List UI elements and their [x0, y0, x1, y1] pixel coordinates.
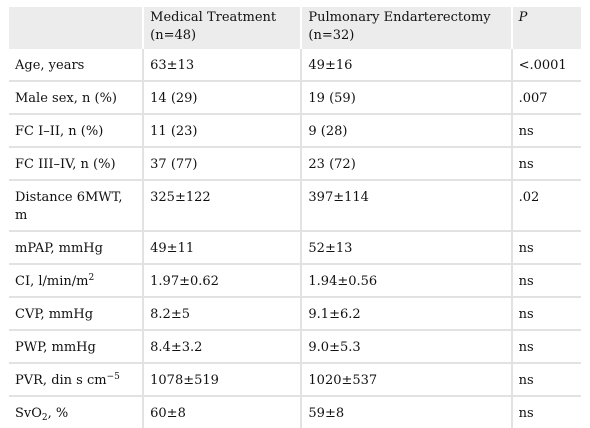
row-label: Male sex, n (%) — [15, 91, 118, 106]
medical-value: 37 (77) — [142, 147, 302, 180]
row-label: Age, years — [15, 58, 85, 73]
medical-value: 8.2±5 — [142, 297, 302, 330]
p-value: ns — [510, 297, 581, 330]
table-row: FC III–IV, n (%) 37 (77) 23 (72) ns — [9, 147, 581, 180]
p-value: ns — [510, 396, 581, 428]
p-value: .02 — [510, 180, 581, 231]
row-label-line2: m — [15, 208, 28, 223]
table-header-row: Medical Treatment (n=48) Pulmonary Endar… — [9, 7, 581, 49]
header-pea-label: Pulmonary Endarterectomy — [308, 10, 491, 25]
medical-value: 8.4±3.2 — [142, 330, 302, 363]
pea-value: 1.94±0.56 — [300, 264, 512, 297]
pea-value: 52±13 — [300, 231, 512, 264]
pea-value: 49±16 — [300, 49, 512, 81]
medical-value: 325±122 — [142, 180, 302, 231]
p-value: ns — [510, 363, 581, 396]
row-label: CVP, mmHg — [15, 307, 94, 322]
pea-value: 9.1±6.2 — [300, 297, 512, 330]
row-label: SvO2, % — [9, 396, 143, 428]
page: Medical Treatment (n=48) Pulmonary Endar… — [9, 7, 581, 428]
medical-value: 49±11 — [142, 231, 302, 264]
medical-value: 11 (23) — [142, 114, 302, 147]
row-label-text: PVR, din s cm — [15, 373, 107, 388]
p-value: ns — [510, 147, 581, 180]
row-label: PWP, mmHg — [15, 340, 96, 355]
row-label: FC I–II, n (%) — [15, 124, 104, 139]
row-label-superscript: −5 — [106, 372, 120, 382]
row-label-tail: , % — [47, 406, 69, 421]
table-row: PVR, din s cm−5 1078±519 1020±537 ns — [9, 363, 581, 396]
p-value: <.0001 — [510, 49, 581, 81]
comparison-table: Medical Treatment (n=48) Pulmonary Endar… — [9, 7, 581, 428]
row-label-text: CI, l/min/m — [15, 274, 89, 289]
row-label: Distance 6MWT, m — [9, 180, 143, 231]
medical-value: 14 (29) — [142, 81, 302, 114]
pea-value: 9.0±5.3 — [300, 330, 512, 363]
table-row: Age, years 63±13 49±16 <.0001 — [9, 49, 581, 81]
header-medical-n: (n=48) — [150, 28, 197, 43]
pea-value: 23 (72) — [300, 147, 512, 180]
header-medical-label: Medical Treatment — [150, 10, 277, 25]
medical-value: 60±8 — [142, 396, 302, 428]
table-row: PWP, mmHg 8.4±3.2 9.0±5.3 ns — [9, 330, 581, 363]
row-label-line1: Distance 6MWT, — [15, 190, 123, 205]
header-empty-cell — [9, 7, 143, 49]
row-label: mPAP, mmHg — [15, 241, 103, 256]
header-medical-treatment: Medical Treatment (n=48) — [142, 7, 302, 49]
p-value: ns — [510, 114, 581, 147]
header-p-value: P — [510, 7, 581, 49]
table-row: SvO2, % 60±8 59±8 ns — [9, 396, 581, 428]
row-label: FC III–IV, n (%) — [15, 157, 116, 172]
medical-value: 1.97±0.62 — [142, 264, 302, 297]
medical-value: 1078±519 — [142, 363, 302, 396]
row-label-subscript: 2 — [41, 413, 48, 423]
row-label: CI, l/min/m2 — [9, 264, 143, 297]
table-row: CVP, mmHg 8.2±5 9.1±6.2 ns — [9, 297, 581, 330]
p-value: .007 — [510, 81, 581, 114]
table-row: Male sex, n (%) 14 (29) 19 (59) .007 — [9, 81, 581, 114]
row-label-superscript: 2 — [88, 273, 95, 283]
header-pea-n: (n=32) — [308, 28, 355, 43]
table-row: CI, l/min/m2 1.97±0.62 1.94±0.56 ns — [9, 264, 581, 297]
row-label: PVR, din s cm−5 — [9, 363, 143, 396]
pea-value: 1020±537 — [300, 363, 512, 396]
pea-value: 9 (28) — [300, 114, 512, 147]
header-pulmonary-endarterectomy: Pulmonary Endarterectomy (n=32) — [300, 7, 512, 49]
table-row: mPAP, mmHg 49±11 52±13 ns — [9, 231, 581, 264]
pea-value: 59±8 — [300, 396, 512, 428]
header-p-label: P — [518, 10, 528, 25]
medical-value: 63±13 — [142, 49, 302, 81]
table-row: FC I–II, n (%) 11 (23) 9 (28) ns — [9, 114, 581, 147]
table-row: Distance 6MWT, m 325±122 397±114 .02 — [9, 180, 581, 231]
pea-value: 19 (59) — [300, 81, 512, 114]
pea-value: 397±114 — [300, 180, 512, 231]
p-value: ns — [510, 231, 581, 264]
row-label-text: SvO — [15, 406, 42, 421]
p-value: ns — [510, 264, 581, 297]
p-value: ns — [510, 330, 581, 363]
